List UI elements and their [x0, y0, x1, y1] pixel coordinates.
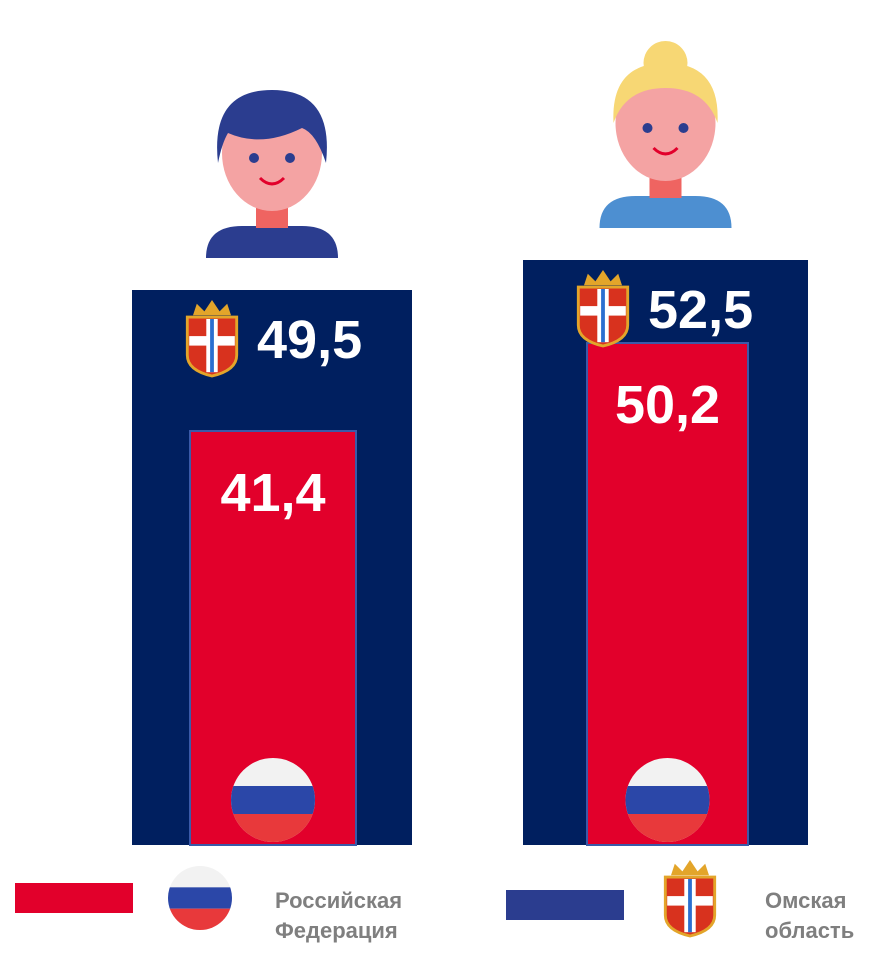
data-label: 52,5: [648, 280, 753, 340]
person-body: [599, 196, 732, 228]
flag-blue: [168, 887, 232, 909]
arms-line: [601, 289, 605, 343]
data-label: 41,4: [220, 463, 325, 523]
arms-line: [688, 879, 692, 933]
legend-label: Российская Федерация: [275, 888, 403, 943]
bar: [586, 342, 749, 846]
person-hair: [613, 63, 718, 123]
legend-swatch: [15, 883, 133, 913]
person-body: [206, 226, 338, 258]
flag-blue: [231, 786, 315, 814]
coat-of-arms-icon: [576, 270, 630, 348]
flag-icon: [168, 866, 232, 930]
arms-crown: [671, 860, 709, 876]
person-face: [615, 65, 716, 181]
person-eye: [678, 123, 689, 133]
legend-label: Омская область: [765, 888, 855, 943]
arms-line: [210, 319, 214, 373]
person-mouth: [258, 176, 286, 186]
flag-red: [168, 908, 232, 930]
person-eye: [285, 153, 295, 163]
coat-of-arms-icon: [185, 300, 239, 378]
data-label: 50,2: [615, 375, 720, 435]
person-eye: [642, 123, 653, 133]
arms-crown: [584, 270, 622, 286]
legend-swatch: [506, 890, 624, 920]
flag-blue: [625, 786, 710, 814]
person-eye: [249, 153, 259, 163]
flag-icon: [625, 758, 710, 842]
person-hair: [217, 90, 327, 163]
person-mouth: [652, 146, 679, 156]
arms-crown: [193, 300, 231, 316]
coat-of-arms-icon: [663, 860, 717, 938]
flag-icon: [231, 758, 315, 842]
person-icon: [206, 90, 338, 258]
data-label: 49,5: [257, 310, 362, 370]
person-icon: [599, 41, 732, 228]
